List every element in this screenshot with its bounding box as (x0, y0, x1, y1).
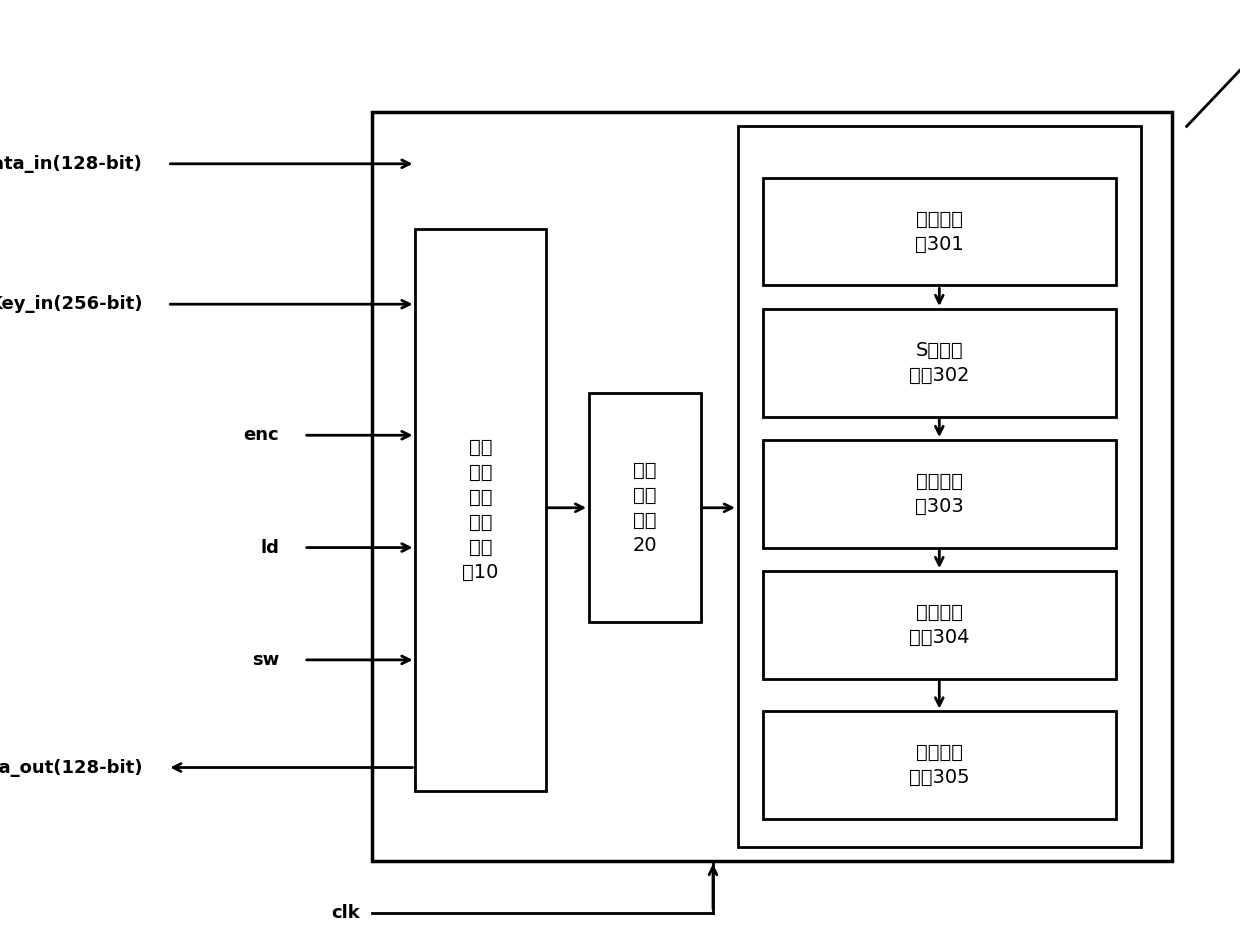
Bar (415, 229, 546, 791)
Text: 轮密钥加
模块304: 轮密钥加 模块304 (909, 603, 970, 647)
Bar (738, 126, 1141, 847)
Bar (763, 178, 1116, 285)
Bar (372, 112, 1172, 861)
Bar (763, 309, 1116, 417)
Text: 行变换模
块301: 行变换模 块301 (915, 210, 963, 254)
Text: Key_in(256-bit): Key_in(256-bit) (0, 295, 143, 314)
Text: Data_in(128-bit): Data_in(128-bit) (0, 154, 143, 173)
Text: sw: sw (252, 651, 279, 669)
Text: Data_out(128-bit): Data_out(128-bit) (0, 758, 143, 777)
Bar (763, 571, 1116, 679)
Text: S盒变换
模块302: S盒变换 模块302 (909, 341, 970, 385)
Text: ld: ld (260, 538, 279, 557)
Text: 数据
及控
制信
号读
取模
块10: 数据 及控 制信 号读 取模 块10 (463, 438, 498, 582)
Bar (589, 393, 701, 622)
Text: 判断
选择
模块
20: 判断 选择 模块 20 (632, 461, 657, 555)
Bar (763, 711, 1116, 819)
Text: clk: clk (331, 903, 360, 922)
Bar (763, 440, 1116, 548)
Text: 列混淆模
块303: 列混淆模 块303 (915, 472, 963, 516)
Text: 密钥拓展
模块305: 密钥拓展 模块305 (909, 743, 970, 787)
Text: enc: enc (243, 426, 279, 445)
